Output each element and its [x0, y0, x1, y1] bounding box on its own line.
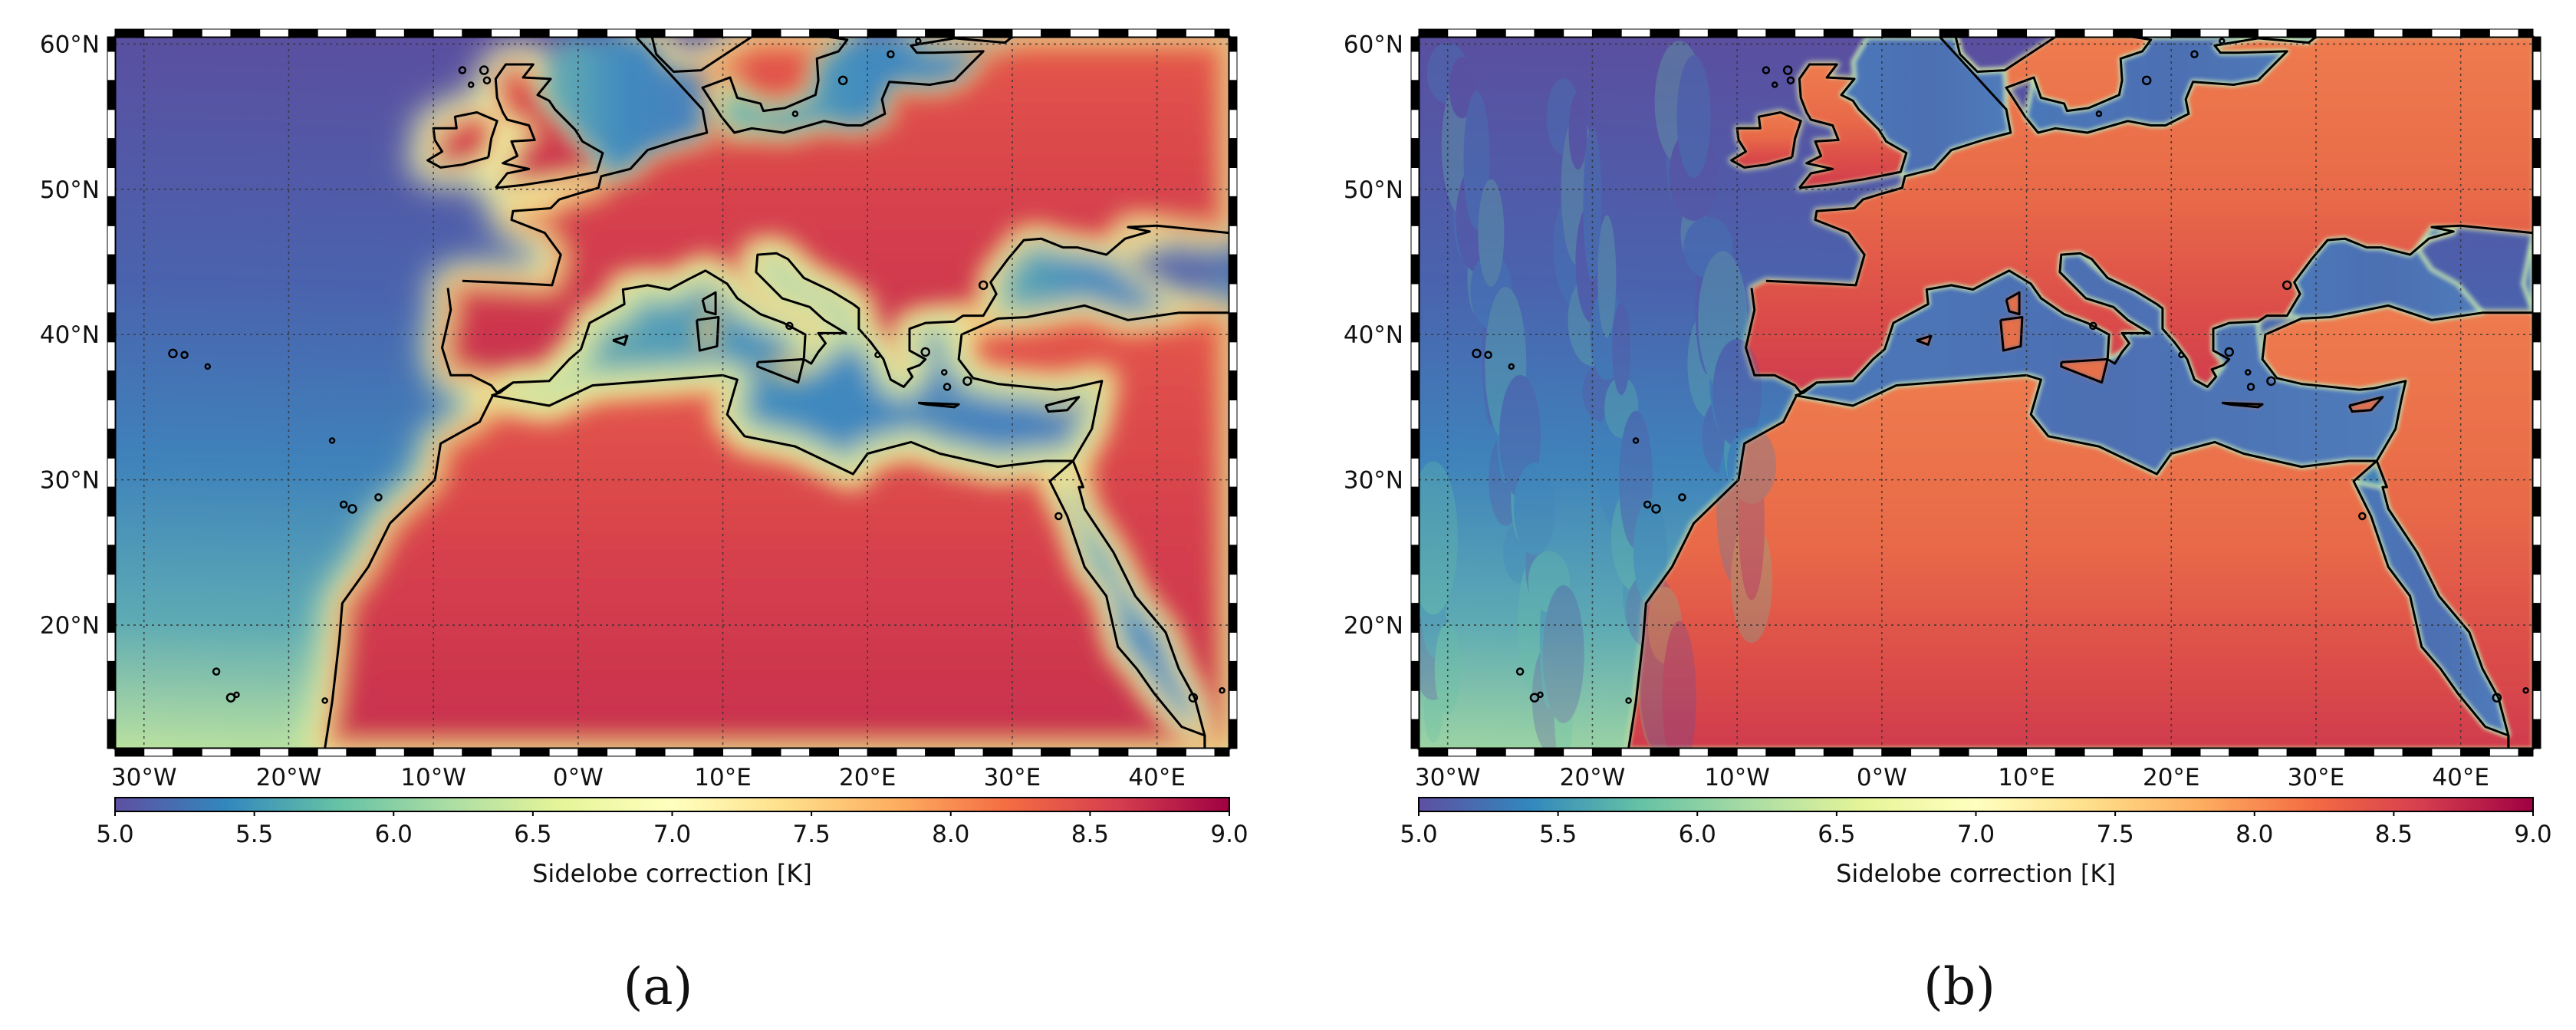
- lon-tick-label: 20°E: [839, 764, 897, 791]
- island-field: [1916, 292, 2383, 412]
- lon-tick-label: 10°E: [694, 764, 752, 791]
- colorbar: 5.0 5.5 6.0 6.5 7.0 7.5 8.0 8.5 9.0 Sidelobe corr…: [1400, 797, 2552, 888]
- sidelobe-correction-field: [1419, 37, 2533, 749]
- gridlines: [1419, 37, 2533, 749]
- lat-tick-label: 20°N: [1344, 612, 1403, 640]
- colorbar-tick-label: 6.0: [375, 821, 413, 848]
- coastlines: [1472, 37, 2533, 749]
- lon-tick-label: 40°E: [2432, 764, 2489, 791]
- lat-tick-label: 40°N: [1344, 321, 1403, 349]
- lon-tick-label: 30°E: [2288, 764, 2345, 791]
- colorbar-tick-label: 6.5: [1818, 821, 1855, 848]
- map-frame: [107, 28, 1238, 757]
- lat-tick-label: 50°N: [40, 176, 100, 204]
- lat-tick-label: 30°N: [40, 467, 100, 495]
- colorbar-tick-label: 9.0: [1210, 821, 1248, 848]
- lat-tick-label: 50°N: [1344, 176, 1403, 204]
- colorbar-tick-label: 5.0: [1400, 821, 1437, 848]
- lon-tick-label: 20°E: [2143, 764, 2200, 791]
- colorbar-tick-label: 8.0: [932, 821, 969, 848]
- longitude-tick-labels: 30°W 20°W 10°W 0°W 10°E 20°E 30°E 40°E: [111, 764, 1186, 791]
- coastlines: [168, 37, 1229, 749]
- colorbar-tick-label: 7.5: [792, 821, 830, 848]
- lon-tick-label: 20°W: [256, 764, 322, 791]
- colorbar-tick-label: 6.5: [514, 821, 551, 848]
- longitude-tick-labels: 30°W 20°W 10°W 0°W 10°E 20°E 30°E 40°E: [1415, 764, 2489, 791]
- panel-b: 60°N 50°N 40°N 30°N 20°N 30°W 20°W 10°W 0°W 10°E 2…: [1304, 0, 2576, 1030]
- colorbar-tick-label: 8.5: [1071, 821, 1109, 848]
- colorbar-tick-label: 5.5: [1539, 821, 1577, 848]
- lon-tick-label: 40°E: [1128, 764, 1186, 791]
- colorbar-gradient: [1418, 797, 2534, 812]
- lat-tick-label: 20°N: [40, 612, 100, 640]
- colorbar-tick-label: 6.0: [1679, 821, 1716, 848]
- colorbar-tick-label: 5.0: [96, 821, 133, 848]
- lon-tick-label: 0°W: [553, 764, 604, 791]
- sidelobe-correction-field: [115, 37, 1229, 749]
- ocean-texture: [1419, 37, 1777, 749]
- colorbar-tick-label: 8.5: [2375, 821, 2413, 848]
- colorbar-tick-label: 5.5: [235, 821, 273, 848]
- colorbar-tick-label: 7.0: [653, 821, 691, 848]
- lat-tick-label: 60°N: [1344, 31, 1403, 58]
- lat-tick-label: 60°N: [40, 31, 100, 58]
- lon-tick-label: 30°E: [984, 764, 1041, 791]
- colorbar-tick-label: 9.0: [2514, 821, 2551, 848]
- map-figure-b: 60°N 50°N 40°N 30°N 20°N 30°W 20°W 10°W 0°W 10°E 2…: [1344, 28, 2552, 888]
- colorbar-label: Sidelobe correction [K]: [1836, 859, 2116, 888]
- latitude-tick-labels: 60°N 50°N 40°N 30°N 20°N: [40, 31, 100, 640]
- latitude-tick-labels: 60°N 50°N 40°N 30°N 20°N: [1344, 31, 1403, 640]
- gridlines: [115, 37, 1229, 749]
- map-figure-a: 60°N 50°N 40°N 30°N 20°N 30°W 20°W 10°W 0°W 10°E 2…: [40, 28, 1249, 888]
- lon-tick-label: 0°W: [1857, 764, 1907, 791]
- panel-label: (a): [623, 957, 693, 1016]
- land-field: [1626, 37, 2533, 749]
- lon-tick-label: 30°W: [1415, 764, 1481, 791]
- colorbar-label: Sidelobe correction [K]: [532, 859, 812, 888]
- lon-tick-label: 30°W: [111, 764, 177, 791]
- colorbar: 5.0 5.5 6.0 6.5 7.0 7.5 8.0 8.5 9.0 Sidelobe corr…: [96, 797, 1249, 888]
- panel-a: 60°N 50°N 40°N 30°N 20°N 30°W 20°W 10°W 0°W 10°E 2…: [40, 28, 1249, 1016]
- colorbar-tick-label: 7.0: [1957, 821, 1995, 848]
- lon-tick-label: 20°W: [1560, 764, 1626, 791]
- panel-label: (b): [1923, 957, 1995, 1016]
- colorbar-tick-label: 8.0: [2235, 821, 2273, 848]
- colorbar-tick-label: 7.5: [2096, 821, 2134, 848]
- lon-tick-label: 10°E: [1998, 764, 2055, 791]
- colorbar-gradient: [114, 797, 1230, 812]
- lon-tick-label: 10°W: [400, 764, 466, 791]
- island-field: [613, 292, 1079, 412]
- map-frame: [1410, 28, 2541, 757]
- lat-tick-label: 30°N: [1344, 467, 1403, 495]
- lon-tick-label: 10°W: [1704, 764, 1770, 791]
- lat-tick-label: 40°N: [40, 321, 100, 349]
